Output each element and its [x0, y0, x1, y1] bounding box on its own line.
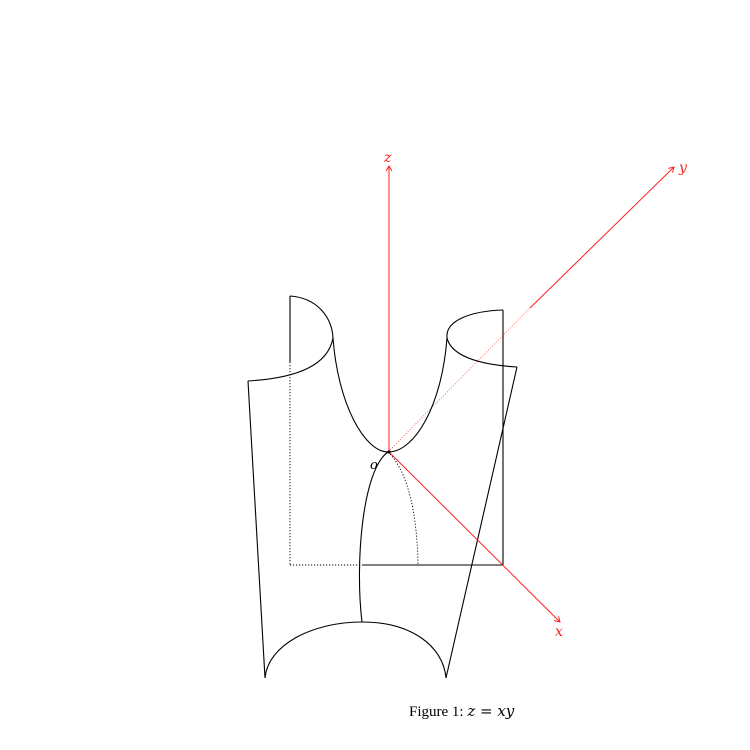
right-back-top-curve — [446, 309, 504, 339]
caption-prefix: Figure 1: — [409, 704, 464, 720]
y-axis — [529, 166, 675, 309]
left-outer-edge — [247, 380, 266, 679]
origin-point — [387, 450, 391, 454]
bottom-front-arc — [264, 621, 447, 679]
x-axis — [388, 451, 561, 623]
z-axis-label: z — [383, 150, 392, 166]
figure-caption: Figure 1: z = xy — [409, 702, 514, 721]
caption-equation: z = xy — [467, 702, 515, 720]
x-axis-label: x — [555, 624, 563, 640]
y-axis-hidden-segment — [387, 307, 531, 453]
saddle-front-curve — [332, 337, 448, 453]
origin-label: o — [370, 458, 378, 473]
center-front-curve — [358, 451, 389, 623]
y-axis-label: y — [678, 160, 688, 176]
hidden-center-curve — [387, 451, 419, 566]
right-front-edge — [445, 366, 518, 679]
left-top-curve — [247, 337, 334, 382]
right-top-curve — [446, 337, 518, 368]
left-back-top-curve — [289, 295, 334, 339]
